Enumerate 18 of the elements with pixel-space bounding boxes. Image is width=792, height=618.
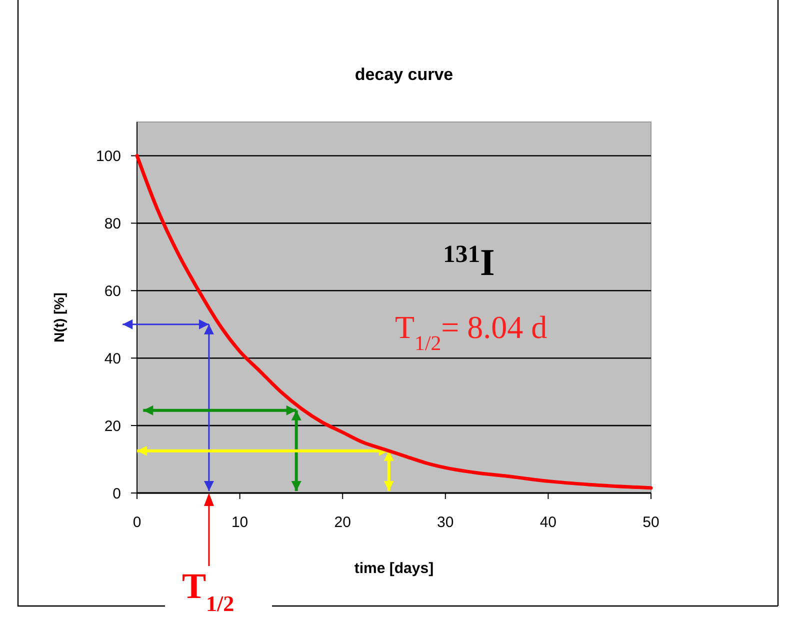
y-axis-title: N(t) [%] bbox=[51, 292, 67, 342]
chart-title: decay curve bbox=[354, 65, 454, 84]
y-tick-label: 20 bbox=[104, 418, 121, 435]
annotation: T$_{1/2}$= 8.04 d bbox=[395, 309, 548, 354]
x-tick-label: 40 bbox=[540, 514, 557, 531]
x-axis-title: time [days] bbox=[354, 560, 434, 577]
x-tick-label: 50 bbox=[642, 514, 660, 531]
y-tick-label: 60 bbox=[104, 282, 121, 300]
y-tick-label: 100 bbox=[96, 148, 121, 165]
x-tick-label: 0 bbox=[132, 514, 142, 531]
y-tick-label: 80 bbox=[104, 215, 121, 232]
x-tick-label: 10 bbox=[231, 514, 248, 531]
annotation: $^{131}$I bbox=[443, 240, 495, 284]
x-tick-label: 20 bbox=[334, 514, 351, 531]
y-tick-label: 40 bbox=[104, 350, 121, 368]
x-tick-label: 30 bbox=[437, 514, 454, 531]
text: T$_{1/2}$ bbox=[182, 566, 234, 616]
y-tick-label: 0 bbox=[112, 485, 121, 502]
